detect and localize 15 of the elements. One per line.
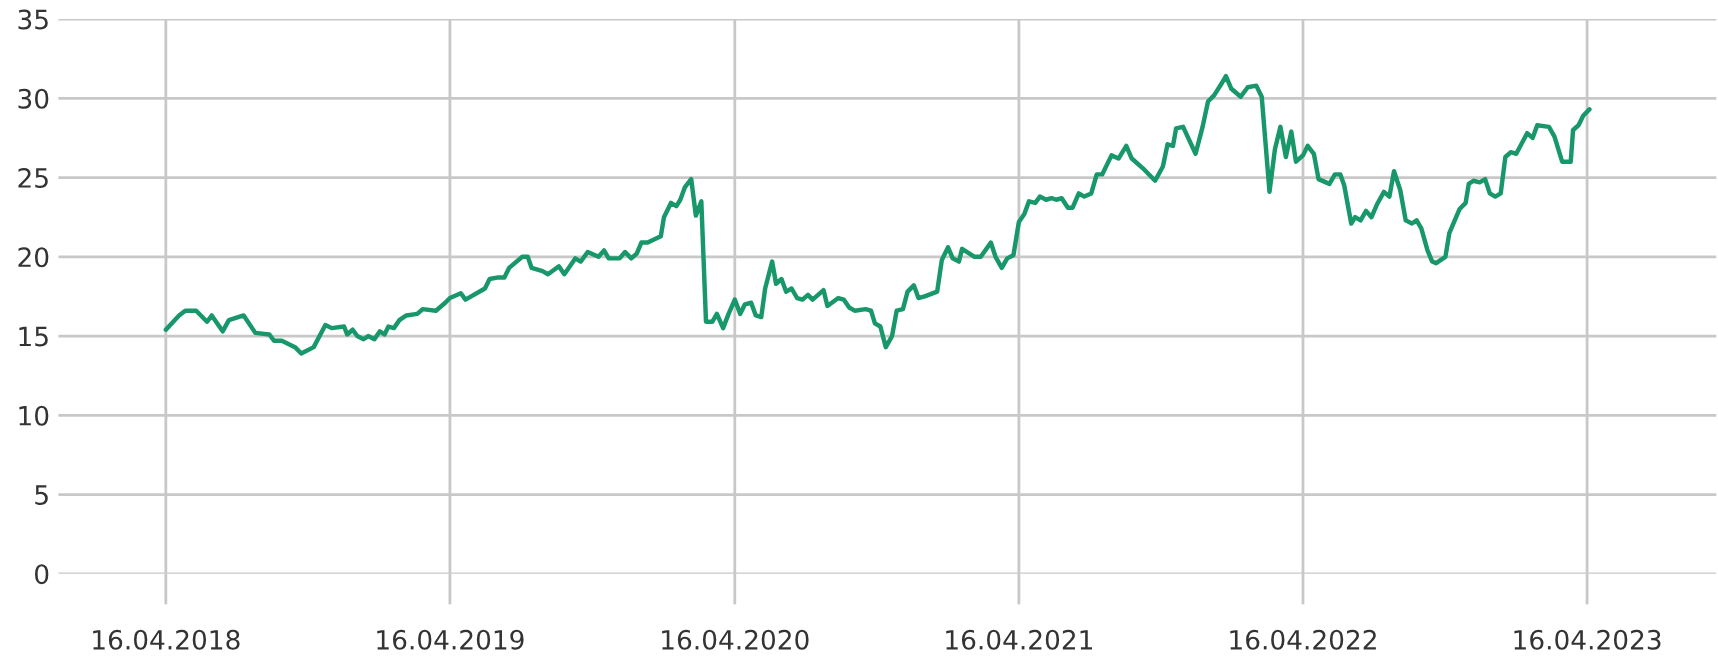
y-tick-label: 0 — [35, 564, 49, 585]
x-tick-label: 16.04.2022 — [1230, 629, 1376, 650]
y-tick-label: 25 — [18, 168, 48, 188]
y-tick-label: 15 — [19, 326, 48, 347]
y-tick-label: 20 — [18, 247, 49, 268]
x-tick-label: 16.04.2020 — [662, 629, 809, 650]
x-tick-label: 16.04.2018 — [93, 629, 240, 650]
y-tick-label: 35 — [18, 9, 48, 30]
line-series — [163, 73, 1592, 356]
x-tick-label: 16.04.2019 — [377, 629, 524, 650]
y-tick-label: 5 — [35, 485, 48, 505]
x-tick-label: 16.04.2021 — [946, 629, 1092, 650]
x-tick-label: 16.04.2023 — [1514, 629, 1661, 650]
y-tick-label: 30 — [18, 88, 49, 109]
y-tick-label: 10 — [19, 405, 49, 426]
